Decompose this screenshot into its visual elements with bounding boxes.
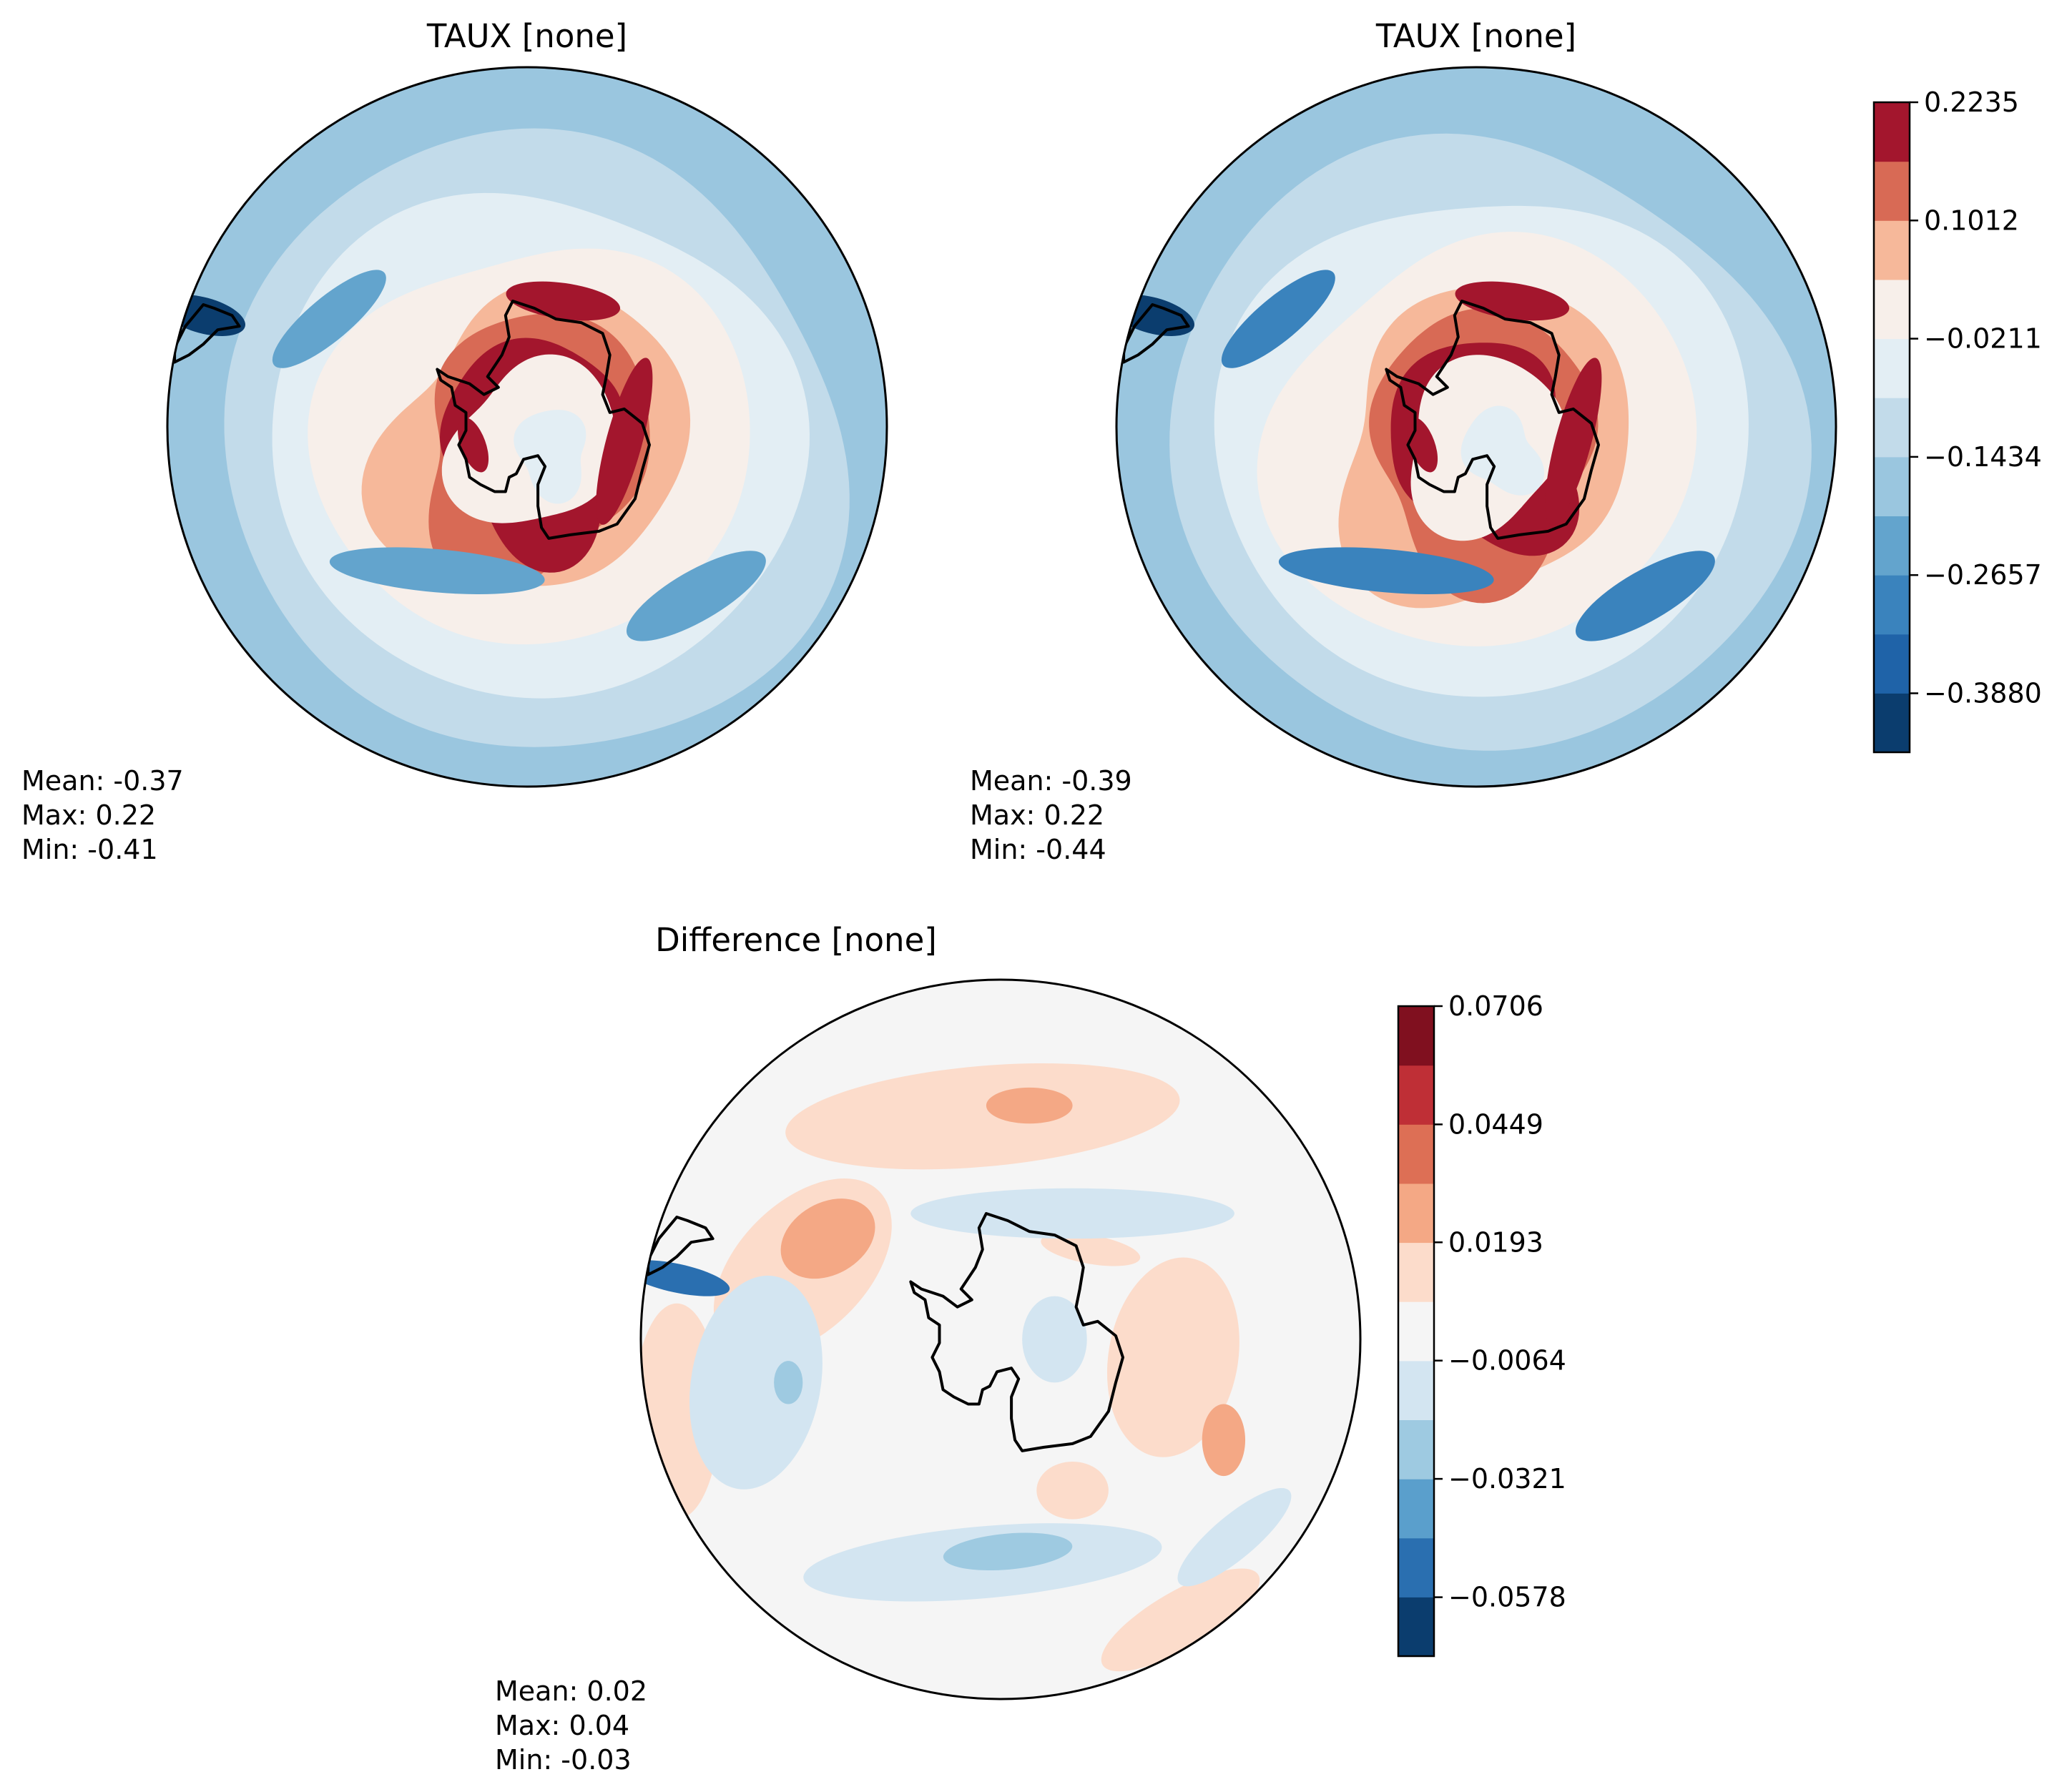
map-boundary	[639, 978, 1362, 1700]
colorbar-tick-label: 0.1012	[1924, 205, 2019, 236]
contour-band	[641, 980, 1360, 1699]
antarctica-coastline	[1385, 300, 1600, 540]
colorbar-segment	[1398, 1537, 1434, 1598]
map-panel-right: TAUX [none] Mean: -0.39 Max: 0.22 Min: -…	[970, 17, 1837, 865]
colorbar-segment	[1398, 1183, 1434, 1244]
contour-band	[1278, 547, 1494, 595]
antarctica-coastline	[909, 1212, 1124, 1452]
contour-band	[943, 1532, 1073, 1571]
colorbar-segment	[1874, 693, 1910, 753]
colorbar-tick-label: −0.0211	[1924, 323, 2042, 355]
colorbar-segment	[1398, 1597, 1434, 1657]
colorbar-segment	[1874, 220, 1910, 280]
colorbar-segment	[1398, 1360, 1434, 1420]
contour-band	[506, 281, 621, 321]
south-america-coastline	[647, 1216, 715, 1276]
colorbar-frame	[1397, 1005, 1435, 1658]
contour-band	[596, 358, 653, 525]
colorbar-segment	[1398, 1006, 1434, 1066]
min-label: Min: -0.41	[21, 834, 158, 865]
contour-band	[1575, 551, 1715, 641]
panel-left-title: TAUX [none]	[426, 17, 627, 55]
map-boundary	[1115, 66, 1837, 788]
south-america-coastline	[173, 303, 241, 364]
contour-band	[272, 270, 386, 368]
colorbar-segment	[1398, 1065, 1434, 1125]
contour-band	[785, 1063, 1180, 1170]
colorbar-segment	[1874, 161, 1910, 221]
antarctica-coastline	[436, 300, 651, 540]
contour-band	[1101, 1568, 1260, 1672]
colorbar-segment	[1398, 1479, 1434, 1539]
colorbar-tick-label: 0.2235	[1924, 87, 2019, 118]
min-label: Min: -0.03	[495, 1744, 632, 1776]
colorbar-segment	[1398, 1124, 1434, 1184]
contour-band	[1460, 405, 1544, 496]
colorbar-segment	[1874, 398, 1910, 458]
colorbar-tick-label: 0.0449	[1448, 1108, 1543, 1140]
contour-band	[626, 551, 766, 641]
panel-difference-title: Difference [none]	[655, 921, 937, 959]
field-left	[167, 67, 887, 787]
max-label: Max: 0.04	[495, 1710, 629, 1741]
colorbar-tick-label: −0.0321	[1448, 1463, 1566, 1495]
max-label: Max: 0.22	[970, 799, 1104, 831]
colorbar-segment	[1398, 1242, 1434, 1302]
colorbar-segment	[1874, 279, 1910, 340]
colorbar-tick-label: 0.0193	[1448, 1226, 1543, 1258]
contour-band	[329, 547, 545, 595]
colorbar-tick-label: −0.3880	[1924, 678, 2042, 709]
contour-band	[1455, 281, 1570, 321]
colorbar-segment	[1874, 516, 1910, 576]
map-boundary	[166, 66, 888, 788]
map-panel-difference: Difference [none] Mean: 0.02 Max: 0.04 M…	[495, 921, 1362, 1776]
field-difference	[641, 980, 1360, 1699]
field-right	[1116, 67, 1836, 787]
contour-band	[1545, 358, 1602, 525]
colorbar-segment	[1874, 575, 1910, 635]
min-label: Min: -0.44	[970, 834, 1106, 865]
colorbar-frame	[1872, 101, 1911, 754]
mean-label: Mean: 0.02	[495, 1675, 647, 1707]
contour-band	[1036, 1462, 1109, 1520]
colorbar-segment	[1398, 1301, 1434, 1362]
colorbar-top: 0.2235 0.1012 −0.0211 −0.1434 −0.2657 −0.3880	[1872, 87, 2042, 754]
colorbar-tick-label: −0.2657	[1924, 559, 2042, 591]
panel-right-title: TAUX [none]	[1375, 17, 1576, 55]
colorbar-tick-label: −0.1434	[1924, 441, 2042, 473]
south-america-coastline	[1122, 303, 1190, 364]
colorbar-segment	[1398, 1419, 1434, 1480]
contour-band	[1221, 270, 1335, 368]
contour-band	[1202, 1404, 1246, 1477]
max-label: Max: 0.22	[21, 799, 156, 831]
colorbar-tick-label: 0.0706	[1448, 990, 1543, 1022]
contour-band	[910, 1188, 1234, 1239]
contour-band	[1106, 1257, 1239, 1457]
colorbar-tick-label: −0.0578	[1448, 1582, 1566, 1613]
colorbar-segment	[1874, 102, 1910, 162]
mean-label: Mean: -0.37	[21, 765, 184, 797]
contour-band	[641, 1260, 730, 1296]
contour-band	[774, 1361, 803, 1404]
colorbar-segment	[1874, 456, 1910, 516]
contour-band	[1177, 1487, 1292, 1587]
contour-band	[1022, 1296, 1087, 1383]
colorbar-tick-label: −0.0064	[1448, 1345, 1566, 1377]
contour-band	[986, 1087, 1073, 1124]
contour-band	[803, 1212, 845, 1251]
colorbar-segment	[1874, 634, 1910, 694]
colorbar-difference: 0.0706 0.0449 0.0193 −0.0064 −0.0321 −0.0578	[1397, 990, 1566, 1658]
mean-label: Mean: -0.39	[970, 765, 1132, 797]
contour-band	[689, 1275, 823, 1490]
colorbar-segment	[1874, 338, 1910, 398]
contour-band	[514, 410, 586, 504]
map-panel-left: TAUX [none] Mean: -0.37 Max: 0.22 Min: -…	[21, 17, 888, 865]
